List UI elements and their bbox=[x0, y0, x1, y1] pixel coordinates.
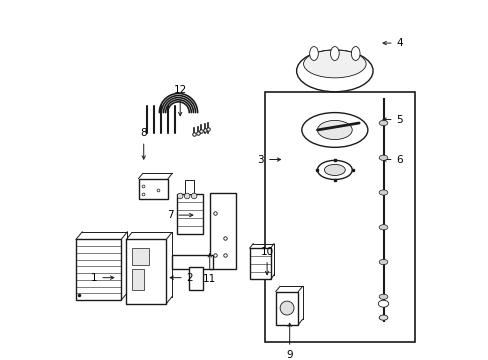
Ellipse shape bbox=[303, 50, 366, 78]
Bar bbox=[138, 179, 168, 199]
Bar bbox=[265, 92, 414, 342]
Ellipse shape bbox=[330, 46, 339, 60]
Text: 9: 9 bbox=[286, 323, 292, 360]
Circle shape bbox=[184, 193, 189, 199]
Ellipse shape bbox=[324, 165, 345, 175]
Bar bbox=[76, 239, 121, 300]
Text: 5: 5 bbox=[382, 114, 402, 125]
Ellipse shape bbox=[309, 46, 318, 60]
Ellipse shape bbox=[378, 315, 387, 320]
Ellipse shape bbox=[378, 225, 387, 230]
Bar bbox=[209, 193, 235, 269]
Ellipse shape bbox=[296, 50, 372, 92]
Bar bbox=[188, 267, 203, 290]
Ellipse shape bbox=[378, 155, 387, 160]
Ellipse shape bbox=[301, 113, 367, 147]
Ellipse shape bbox=[378, 300, 388, 307]
Text: 3: 3 bbox=[257, 154, 280, 165]
Text: 12: 12 bbox=[173, 85, 186, 116]
Circle shape bbox=[280, 301, 293, 315]
Ellipse shape bbox=[351, 46, 359, 60]
Ellipse shape bbox=[378, 120, 387, 126]
Bar bbox=[275, 292, 298, 325]
Circle shape bbox=[177, 193, 183, 199]
Ellipse shape bbox=[317, 160, 351, 180]
Text: 8: 8 bbox=[140, 129, 147, 159]
Ellipse shape bbox=[378, 294, 387, 300]
Circle shape bbox=[191, 193, 197, 199]
Ellipse shape bbox=[378, 260, 387, 265]
Text: 6: 6 bbox=[382, 154, 402, 165]
Text: 4: 4 bbox=[382, 38, 402, 48]
Bar bbox=[126, 239, 166, 304]
Bar bbox=[176, 194, 203, 234]
Text: 10: 10 bbox=[260, 247, 273, 275]
Text: 7: 7 bbox=[166, 210, 192, 220]
Bar bbox=[185, 180, 194, 194]
Bar bbox=[131, 248, 149, 265]
Bar bbox=[131, 269, 143, 290]
Ellipse shape bbox=[317, 120, 351, 140]
Text: 11: 11 bbox=[203, 254, 216, 284]
Bar bbox=[171, 255, 213, 269]
Text: 1: 1 bbox=[91, 273, 114, 283]
Text: 2: 2 bbox=[170, 273, 193, 283]
Bar bbox=[249, 248, 270, 279]
Ellipse shape bbox=[378, 190, 387, 195]
